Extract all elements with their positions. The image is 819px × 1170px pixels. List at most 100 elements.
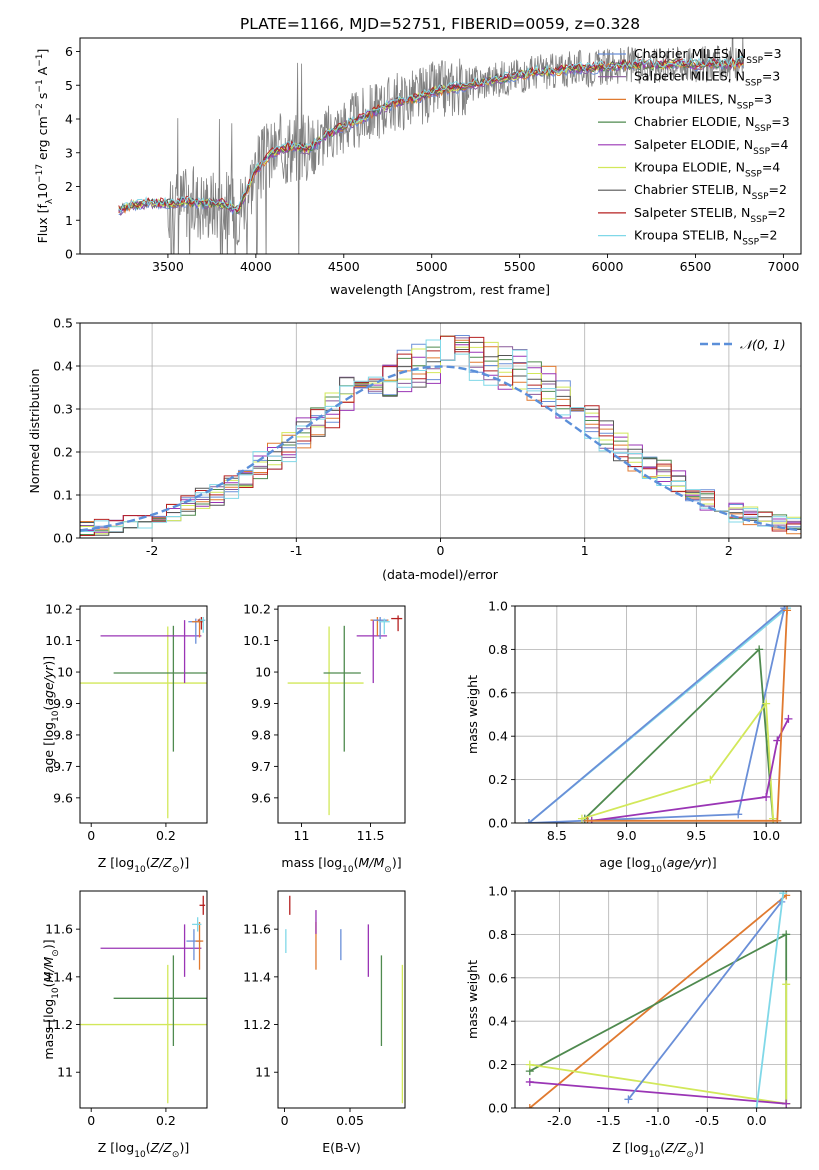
y-tick-label: 0 bbox=[65, 247, 73, 262]
y-tick-label: 0.2 bbox=[488, 1057, 508, 1072]
y-axis-label: mass [log10(M/M⊙)] bbox=[41, 939, 61, 1059]
y-axis-label: mass weight bbox=[465, 675, 480, 754]
model-spectrum-chabrier-stelib bbox=[118, 57, 744, 211]
series-kroupa-miles bbox=[583, 606, 792, 823]
y-tick-label: 9.9 bbox=[251, 696, 271, 711]
x-tick-label: 0.2 bbox=[156, 828, 176, 843]
chart-title: PLATE=1166, MJD=52751, FIBERID=0059, z=0… bbox=[240, 15, 640, 33]
plot-body bbox=[524, 606, 793, 823]
y-tick-label: 9.7 bbox=[53, 759, 73, 774]
x-tick-label: -1.0 bbox=[646, 1113, 670, 1128]
x-tick-label: 5000 bbox=[416, 259, 448, 274]
chart-mass-vs-z: 0 0.2 11 11.2 11.4 11.6 Z [log10(Z/Z⊙)] mass [l… bbox=[41, 890, 208, 1160]
x-axis-label: Z [log10(Z/Z⊙)] bbox=[612, 1140, 703, 1160]
y-tick-label: 0.3 bbox=[53, 402, 73, 417]
errorbar-salpeter-stelib bbox=[391, 615, 403, 632]
axes-frame: 11 11.5 9.6 9.7 9.8 9.9 10 10.1 10.2 mass [log10(… bbox=[243, 602, 406, 875]
chart-mass-vs-ebv: 0 0.05 11 11.2 11.4 11.6 E(B-V) bbox=[243, 890, 406, 1155]
y-axis-label: Normed distribution bbox=[27, 369, 42, 494]
y-tick-label: 11.6 bbox=[45, 922, 73, 937]
errorbar-kroupa-elodie bbox=[287, 626, 364, 816]
x-tick-label: 7000 bbox=[768, 259, 800, 274]
model-spectrum-kroupa-stelib bbox=[118, 55, 744, 212]
y-tick-label: 1.0 bbox=[488, 884, 508, 899]
x-tick-label: -2 bbox=[146, 543, 158, 558]
y-tick-label: 0.5 bbox=[53, 316, 73, 331]
plot-body bbox=[285, 895, 404, 1104]
legend-label: Salpeter ELODIE, NSSP=4 bbox=[634, 137, 789, 157]
x-tick-label: 2 bbox=[725, 543, 733, 558]
y-tick-label: 9.8 bbox=[53, 727, 73, 742]
axes-box bbox=[277, 605, 406, 824]
y-tick-label: 1 bbox=[65, 213, 73, 228]
y-tick-label: 6 bbox=[65, 44, 73, 59]
legend-label: Chabrier STELIB, NSSP=2 bbox=[634, 182, 787, 202]
series-marker bbox=[752, 1104, 761, 1108]
chart-age-vs-z: 0 0.2 9.6 9.7 9.8 9.9 10 10.1 10.2 Z [log10(Z/Z⊙)… bbox=[41, 602, 208, 875]
y-tick-label: 0.0 bbox=[53, 531, 73, 546]
series-marker bbox=[583, 816, 592, 823]
axes-box bbox=[514, 890, 802, 1109]
axes-frame: 8.5 9.0 9.5 10.0 0.0 0.2 0.4 0.6 0.8 1.0 age [log1… bbox=[465, 599, 802, 875]
y-tick-label: 0.1 bbox=[53, 488, 73, 503]
series-line bbox=[529, 1081, 787, 1105]
x-tick-label: -2.0 bbox=[547, 1113, 571, 1128]
normal-curve bbox=[80, 365, 801, 532]
plot-body bbox=[118, 38, 745, 254]
x-tick-label: -1.5 bbox=[596, 1113, 620, 1128]
chart-spectrum: 3500 4000 4500 5000 5500 6000 6500 7000 0 1 2 3 4 5 6 C… bbox=[35, 37, 802, 297]
x-tick-label: 0.2 bbox=[156, 1113, 176, 1128]
axes-frame: -2.0 -1.5 -1.0 -0.5 0.0 0.0 0.2 0.4 0.6 0.8 1.0 Z [… bbox=[465, 884, 802, 1160]
legend-label: Chabrier MILES, NSSP=3 bbox=[634, 46, 782, 66]
legend-label: Salpeter MILES, NSSP=3 bbox=[634, 69, 780, 89]
y-tick-label: 0.6 bbox=[488, 970, 508, 985]
legend-label: 𝒩(0, 1) bbox=[740, 337, 786, 352]
histogram-kroupa-stelib bbox=[80, 339, 801, 538]
grid bbox=[515, 890, 801, 1109]
series-marker bbox=[525, 1104, 534, 1108]
x-tick-label: 9.0 bbox=[617, 828, 637, 843]
y-axis-label: Flux [fλ10−17 erg cm−2 s−1 A−1] bbox=[35, 49, 55, 244]
x-tick-label: 3500 bbox=[152, 259, 184, 274]
x-axis-label: wavelength [Angstrom, rest frame] bbox=[330, 282, 550, 297]
series-marker bbox=[783, 606, 792, 615]
chart-residuals: -2 -1 0 1 2 0.0 0.1 0.2 0.3 0.4 0.5 𝒩(0, 1) (data-mo… bbox=[27, 316, 802, 582]
x-tick-label: 6500 bbox=[680, 259, 712, 274]
y-tick-label: 0.4 bbox=[488, 729, 508, 744]
series-marker bbox=[762, 699, 771, 708]
y-tick-label: 9.9 bbox=[53, 696, 73, 711]
x-tick-label: 9.5 bbox=[686, 828, 706, 843]
y-tick-label: 11.2 bbox=[243, 1017, 271, 1032]
axes-box bbox=[79, 605, 208, 824]
errorbar-chabrier-elodie bbox=[113, 625, 207, 752]
plot-body bbox=[80, 895, 207, 1104]
axes-box bbox=[514, 605, 802, 824]
series-marker bbox=[706, 775, 715, 784]
series-marker bbox=[734, 810, 743, 819]
y-tick-label: 10.1 bbox=[45, 633, 73, 648]
axes-frame: 0 0.2 9.6 9.7 9.8 9.9 10 10.1 10.2 Z [log10(Z/Z⊙)… bbox=[41, 602, 208, 875]
legend-label: Chabrier ELODIE, NSSP=3 bbox=[634, 114, 790, 134]
y-tick-label: 11.2 bbox=[45, 1017, 73, 1032]
x-tick-label: 11 bbox=[294, 828, 310, 843]
x-tick-label: 0 bbox=[437, 543, 445, 558]
plot-body bbox=[525, 891, 791, 1108]
plot-body bbox=[80, 335, 801, 538]
y-tick-label: 11 bbox=[255, 1065, 271, 1080]
y-tick-label: 11.6 bbox=[243, 922, 271, 937]
y-tick-label: 11 bbox=[57, 1065, 73, 1080]
axes-box bbox=[79, 37, 802, 255]
y-tick-label: 4 bbox=[65, 112, 73, 127]
errorbar-salpeter-elodie bbox=[100, 924, 202, 977]
legend-label: Kroupa ELODIE, NSSP=4 bbox=[634, 160, 780, 180]
series-line bbox=[755, 893, 785, 1108]
errorbar-kroupa-elodie bbox=[80, 964, 207, 1104]
y-tick-label: 9.7 bbox=[251, 759, 271, 774]
y-tick-label: 0.8 bbox=[488, 642, 508, 657]
plot-body bbox=[287, 615, 403, 816]
x-tick-label: 5500 bbox=[504, 259, 536, 274]
series-marker bbox=[762, 792, 771, 801]
axes-frame: 0 0.2 11 11.2 11.4 11.6 Z [log10(Z/Z⊙)] mass [l… bbox=[41, 890, 208, 1160]
x-tick-label: 0 bbox=[87, 1113, 95, 1128]
x-axis-label: Z [log10(Z/Z⊙)] bbox=[98, 1140, 189, 1160]
